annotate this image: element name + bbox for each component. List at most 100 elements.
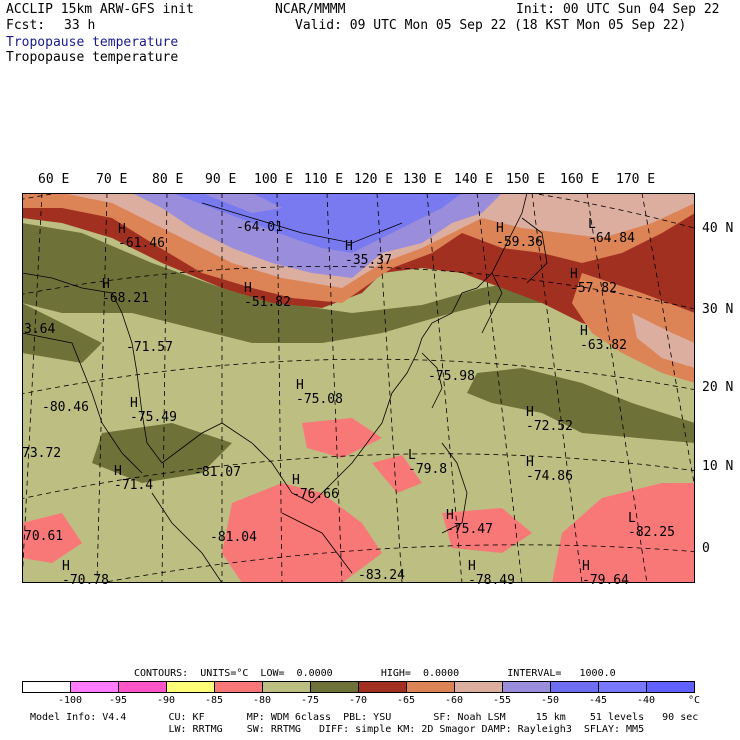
fill-olive-west (22, 303, 102, 363)
legend-tick: -90 (156, 695, 176, 706)
legend-swatch (503, 682, 551, 692)
map-annotation: H -57.82 (570, 267, 617, 296)
legend-tick: -70 (348, 695, 368, 706)
map-annotation: -81.04 (210, 530, 257, 545)
legend-tick: -55 (492, 695, 512, 706)
legend-swatch (167, 682, 215, 692)
contours-info: CONTOURS: UNITS=°C LOW= 0.0000 HIGH= 0.0… (134, 668, 616, 679)
field-title-1: Tropopause temperature (6, 35, 179, 50)
lat-label: 20 N (702, 380, 734, 395)
fill-salmon (552, 483, 695, 583)
map-annotation: -81.07 (194, 465, 241, 480)
map-annotation: H -76.66 (292, 473, 339, 502)
map-annotation: L -82.25 (628, 511, 675, 540)
legend-tick: -80 (252, 695, 272, 706)
map-annotation: 70.61 (24, 529, 64, 544)
lon-label: 60 E (38, 172, 70, 187)
map-annotation: -83.24 (358, 568, 405, 583)
fill-salmon (372, 455, 422, 493)
legend-tick: -95 (108, 695, 128, 706)
fill-salmon (302, 418, 382, 458)
lon-label: 140 E (454, 172, 494, 187)
map-annotation: 73.72 (22, 446, 62, 461)
legend-tick: -85 (204, 695, 224, 706)
lat-label: 40 N (702, 221, 734, 236)
map-annotation: H -63.82 (580, 324, 627, 353)
map-annotation: -71.57 (126, 340, 173, 355)
field-title-2: Tropopause temperature (6, 50, 179, 65)
legend-swatch (407, 682, 455, 692)
map-annotation: H -75.08 (296, 378, 343, 407)
fill-olive (22, 223, 695, 443)
legend-swatch (647, 682, 694, 692)
lon-label: 90 E (205, 172, 237, 187)
map-annotation: L -64.84 (588, 217, 635, 246)
fcst-label: Fcst: (6, 18, 46, 33)
fill-salmon (222, 483, 382, 583)
model-info-line2: LW: RRTMG SW: RRTMG DIFF: simple KM: 2D … (30, 724, 645, 735)
map-annotation: -80.46 (42, 400, 89, 415)
legend-swatch (551, 682, 599, 692)
map-annotation: H -71.4 (114, 464, 154, 493)
map-annotation: -75.98 (428, 369, 475, 384)
map-annotation: H -75.47 (446, 508, 493, 537)
legend-swatch (359, 682, 407, 692)
fill-salmon (442, 508, 532, 553)
lon-label: 150 E (506, 172, 546, 187)
coastlines (22, 193, 548, 583)
legend-tick: -60 (444, 695, 464, 706)
tropopause-temperature-map (22, 193, 695, 583)
lon-label: 80 E (152, 172, 184, 187)
lat-label: 10 N (702, 459, 734, 474)
map-annotation: H -61.46 (118, 222, 165, 251)
lon-label: 120 E (354, 172, 394, 187)
map-annotation: H -51.82 (244, 281, 291, 310)
legend-tick: -45 (588, 695, 608, 706)
map-annotation: H -70.78 (62, 559, 109, 588)
map-frame (22, 193, 695, 583)
fill-salmon (22, 513, 82, 563)
fill-olive-india (92, 423, 232, 483)
fcst-value: 33 h (64, 18, 96, 33)
lon-label: 70 E (96, 172, 128, 187)
legend-swatch (599, 682, 647, 692)
legend-swatch (311, 682, 359, 692)
lat-label: 30 N (702, 302, 734, 317)
map-annotation: H -79.64 (582, 559, 629, 588)
legend-tick: -100 (57, 695, 83, 706)
valid-time: Valid: 09 UTC Mon 05 Sep 22 (18 KST Mon … (295, 18, 687, 33)
legend-swatch (455, 682, 503, 692)
map-annotation: H -68.21 (102, 277, 149, 306)
map-annotation: H -59.36 (496, 221, 543, 250)
legend-tick: -65 (396, 695, 416, 706)
init-time: Init: 00 UTC Sun 04 Sep 22 (516, 2, 720, 17)
model-info-line1: Model Info: V4.4 CU: KF MP: WDM 6class P… (30, 712, 699, 723)
map-annotation: -64.01 (236, 220, 283, 235)
legend-swatch (23, 682, 71, 692)
map-annotation: H -35.37 (345, 239, 392, 268)
legend-swatch (263, 682, 311, 692)
legend-swatch (71, 682, 119, 692)
lon-label: 160 E (560, 172, 600, 187)
fill-pinkbeige-east (632, 313, 695, 368)
map-annotation: 3.64 (24, 322, 56, 337)
lon-label: 170 E (616, 172, 656, 187)
lon-label: 110 E (304, 172, 344, 187)
map-annotation: H -72.52 (526, 405, 573, 434)
map-annotation: H -78.49 (468, 559, 515, 588)
map-annotation: H -74.86 (526, 455, 573, 484)
legend-swatch (215, 682, 263, 692)
legend-tick: -75 (300, 695, 320, 706)
map-annotation: L -79.8 (408, 448, 448, 477)
legend-unit: °C (687, 695, 701, 706)
center-label: NCAR/MMMM (275, 2, 346, 17)
run-title: ACCLIP 15km ARW-GFS init (6, 2, 194, 17)
color-legend (22, 681, 695, 693)
lon-label: 100 E (254, 172, 294, 187)
legend-swatch (119, 682, 167, 692)
lat-label: 0 (702, 541, 710, 556)
legend-tick: -40 (636, 695, 656, 706)
map-annotation: H -75.49 (130, 396, 177, 425)
legend-tick: -50 (540, 695, 560, 706)
lon-label: 130 E (403, 172, 443, 187)
